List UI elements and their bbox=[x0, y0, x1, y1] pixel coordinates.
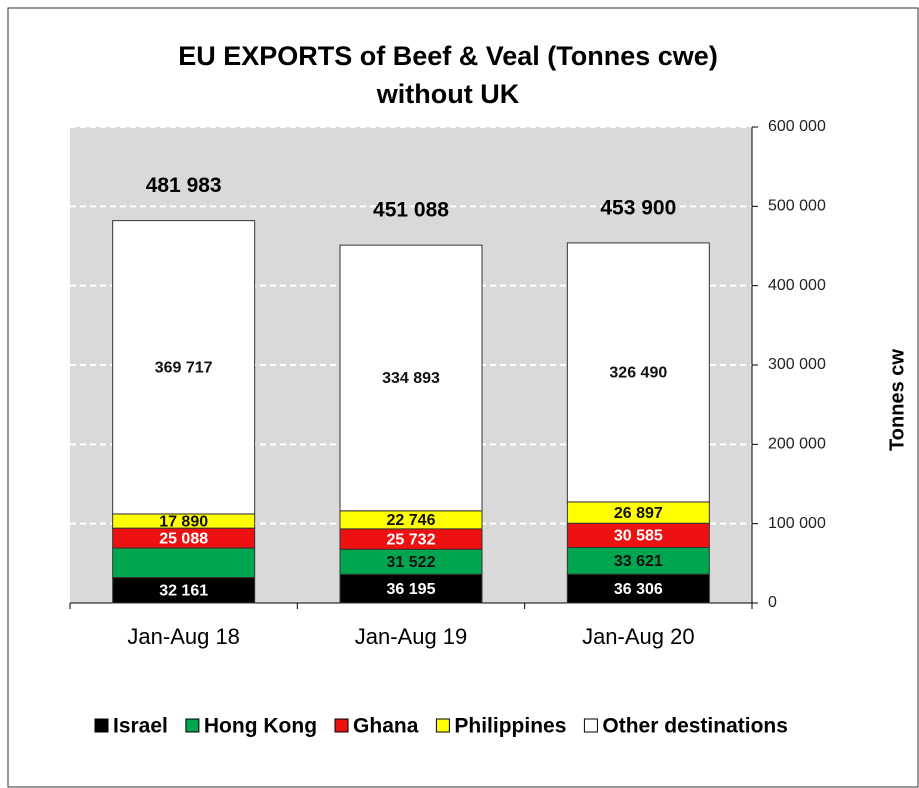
legend-label: Other destinations bbox=[602, 715, 788, 738]
chart-subtitle: without UK bbox=[376, 79, 520, 109]
legend-swatch bbox=[334, 718, 349, 733]
legend-swatch bbox=[583, 718, 598, 733]
bar-segment bbox=[112, 220, 256, 515]
total-label: 451 088 bbox=[373, 199, 449, 222]
total-label: 481 983 bbox=[146, 174, 222, 197]
data-label: 25 088 bbox=[159, 530, 208, 547]
data-label: 36 195 bbox=[387, 581, 436, 598]
x-tick-label: Jan-Aug 19 bbox=[355, 624, 468, 649]
chart-title: EU EXPORTS of Beef & Veal (Tonnes cwe) bbox=[178, 41, 718, 71]
x-tick-label: Jan-Aug 18 bbox=[127, 624, 240, 649]
bar-segment bbox=[339, 548, 483, 575]
y-axis-label: Tonnes cw bbox=[886, 349, 908, 451]
data-label: 26 897 bbox=[614, 505, 663, 522]
y-tick-label: 100 000 bbox=[768, 515, 826, 532]
data-label: 33 621 bbox=[614, 553, 663, 570]
bar-segment bbox=[339, 573, 483, 604]
y-tick-label: 600 000 bbox=[768, 118, 826, 135]
y-tick-label: 400 000 bbox=[768, 277, 826, 294]
legend-label: Hong Kong bbox=[204, 715, 317, 738]
legend-label: Israel bbox=[113, 715, 168, 738]
data-label: 30 585 bbox=[614, 528, 663, 545]
bar-segment bbox=[566, 547, 710, 575]
data-label: 36 306 bbox=[614, 581, 663, 598]
data-label: 369 717 bbox=[155, 359, 213, 376]
total-label: 453 900 bbox=[600, 196, 676, 219]
y-tick-label: 300 000 bbox=[768, 356, 826, 373]
legend-label: Ghana bbox=[353, 715, 419, 738]
bar-segment bbox=[566, 573, 710, 604]
data-label: 326 490 bbox=[609, 365, 667, 382]
data-label: 32 161 bbox=[159, 582, 208, 599]
x-tick-label: Jan-Aug 20 bbox=[582, 624, 695, 649]
legend-swatch bbox=[94, 718, 109, 733]
data-label: 31 522 bbox=[387, 554, 436, 571]
y-tick-label: 200 000 bbox=[768, 436, 826, 453]
bar-segment bbox=[112, 576, 256, 604]
y-tick-label: 500 000 bbox=[768, 198, 826, 215]
legend-label: Philippines bbox=[454, 715, 566, 738]
data-label: 334 893 bbox=[382, 370, 440, 387]
data-label: 22 746 bbox=[387, 512, 436, 529]
bar-segment bbox=[112, 547, 256, 578]
data-label: 17 890 bbox=[159, 513, 208, 530]
bar-segment bbox=[566, 522, 710, 549]
legend-swatch bbox=[435, 718, 450, 733]
bar-segment bbox=[566, 242, 710, 503]
y-tick-label: 0 bbox=[768, 594, 777, 611]
legend-swatch bbox=[185, 718, 200, 733]
bar-segment bbox=[339, 244, 483, 512]
data-label: 25 732 bbox=[387, 531, 436, 548]
